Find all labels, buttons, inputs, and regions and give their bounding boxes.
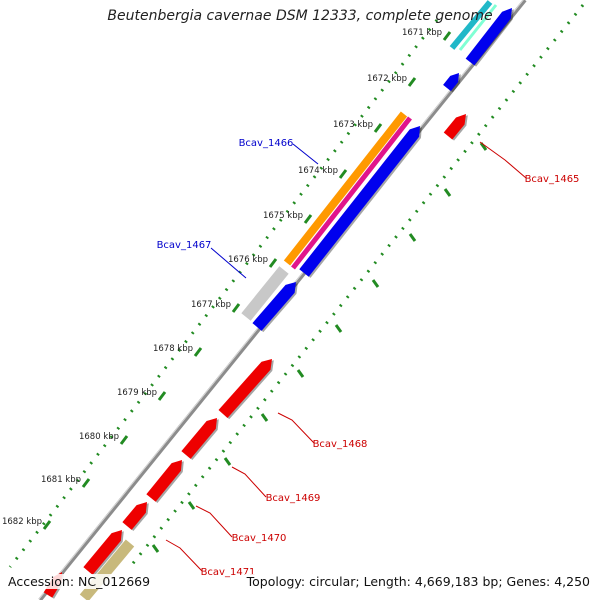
reverse-cds-1469-a — [181, 418, 217, 459]
tick-label: 1672 kbp — [367, 74, 407, 84]
tick-label: 1677 kbp — [191, 300, 231, 310]
gene-leader-line — [277, 412, 315, 444]
outer-tick-mark — [371, 279, 380, 288]
tick-label: 1680 kbp — [79, 432, 119, 442]
outer-tick-mark — [187, 501, 196, 510]
gene-leader-line — [195, 505, 233, 538]
tick-label: 1682 kbp — [2, 517, 42, 527]
tick-mark — [42, 520, 52, 530]
tick-mark — [338, 169, 348, 179]
accession-text: Accession: NC_012669 — [6, 574, 153, 589]
tick-label: 1671 kbp — [402, 28, 442, 38]
gene-leader-line — [479, 141, 527, 179]
outer-tick-mark — [296, 369, 305, 378]
cyan-feature — [449, 0, 493, 50]
reverse-cds-1470 — [122, 502, 147, 530]
outer-tick-mark — [151, 544, 160, 553]
reverse-cds-1469-b — [146, 460, 182, 502]
forward-cds-1465a — [465, 8, 512, 66]
tick-label: 1673 kbp — [333, 120, 373, 130]
forward-cds-1472 — [443, 73, 459, 92]
forward-cds-1467 — [252, 282, 296, 331]
reverse-cds-1471 — [83, 530, 122, 575]
outer-scale-track — [128, 4, 585, 568]
tick-label: 1676 kbp — [228, 255, 268, 265]
outer-tick-mark — [223, 457, 232, 466]
tick-label: 1679 kbp — [117, 388, 157, 398]
gene-label-bcav_1470: Bcav_1470 — [232, 533, 287, 544]
tick-mark — [193, 347, 203, 357]
orange-feature — [283, 111, 408, 266]
outer-tick-mark — [334, 324, 343, 333]
outer-tick-mark — [408, 233, 417, 242]
grey-feature — [241, 266, 289, 321]
tick-label: 1681 kbp — [41, 475, 81, 485]
outer-tick-mark — [443, 188, 452, 197]
topology-text: Topology: circular; Length: 4,669,183 bp… — [244, 574, 592, 589]
gene-leader-line — [292, 143, 319, 165]
tick-mark — [119, 435, 129, 445]
gene-label-bcav_1471: Bcav_1471 — [201, 567, 256, 578]
outer-tick-mark — [260, 413, 269, 422]
tick-marks: 1671 kbp 1672 kbp 1673 kbp 1674 kbp 1675 kbp… — [2, 28, 488, 553]
magenta-feature — [291, 116, 412, 270]
reverse-cds-1468 — [218, 359, 272, 418]
gene-features — [43, 0, 514, 602]
tick-mark — [442, 31, 452, 41]
tick-mark — [81, 478, 91, 488]
gene-leader-line — [165, 539, 203, 572]
gene-leader-line — [210, 247, 247, 279]
tick-mark — [268, 258, 278, 268]
gene-label-bcav_1468: Bcav_1468 — [313, 439, 368, 450]
tick-mark — [231, 303, 241, 313]
tick-mark — [407, 77, 417, 87]
tick-label: 1678 kbp — [153, 344, 193, 354]
tick-mark — [373, 123, 383, 133]
genome-title: Beutenbergia cavernae DSM 12333, complet… — [107, 8, 493, 24]
forward-cds-1466 — [299, 126, 420, 277]
gene-label-bcav_1467: Bcav_1467 — [157, 240, 212, 251]
outer-tick-mark — [479, 142, 488, 151]
gene-label-bcav_1466: Bcav_1466 — [239, 138, 294, 149]
tick-label: 1675 kbp — [263, 211, 303, 221]
gene-labels: Bcav_1466 Bcav_1467 Bcav_1465 Bcav_1468 Bcav… — [157, 138, 580, 578]
gene-label-bcav_1469: Bcav_1469 — [266, 493, 321, 504]
gene-leader-line — [231, 466, 267, 498]
tick-mark — [157, 391, 167, 401]
reverse-cds-1465 — [443, 114, 466, 140]
aqua-feature — [458, 4, 498, 51]
gene-label-bcav_1465: Bcav_1465 — [525, 174, 580, 185]
tick-label: 1674 kbp — [298, 166, 338, 176]
tick-mark — [303, 214, 313, 224]
